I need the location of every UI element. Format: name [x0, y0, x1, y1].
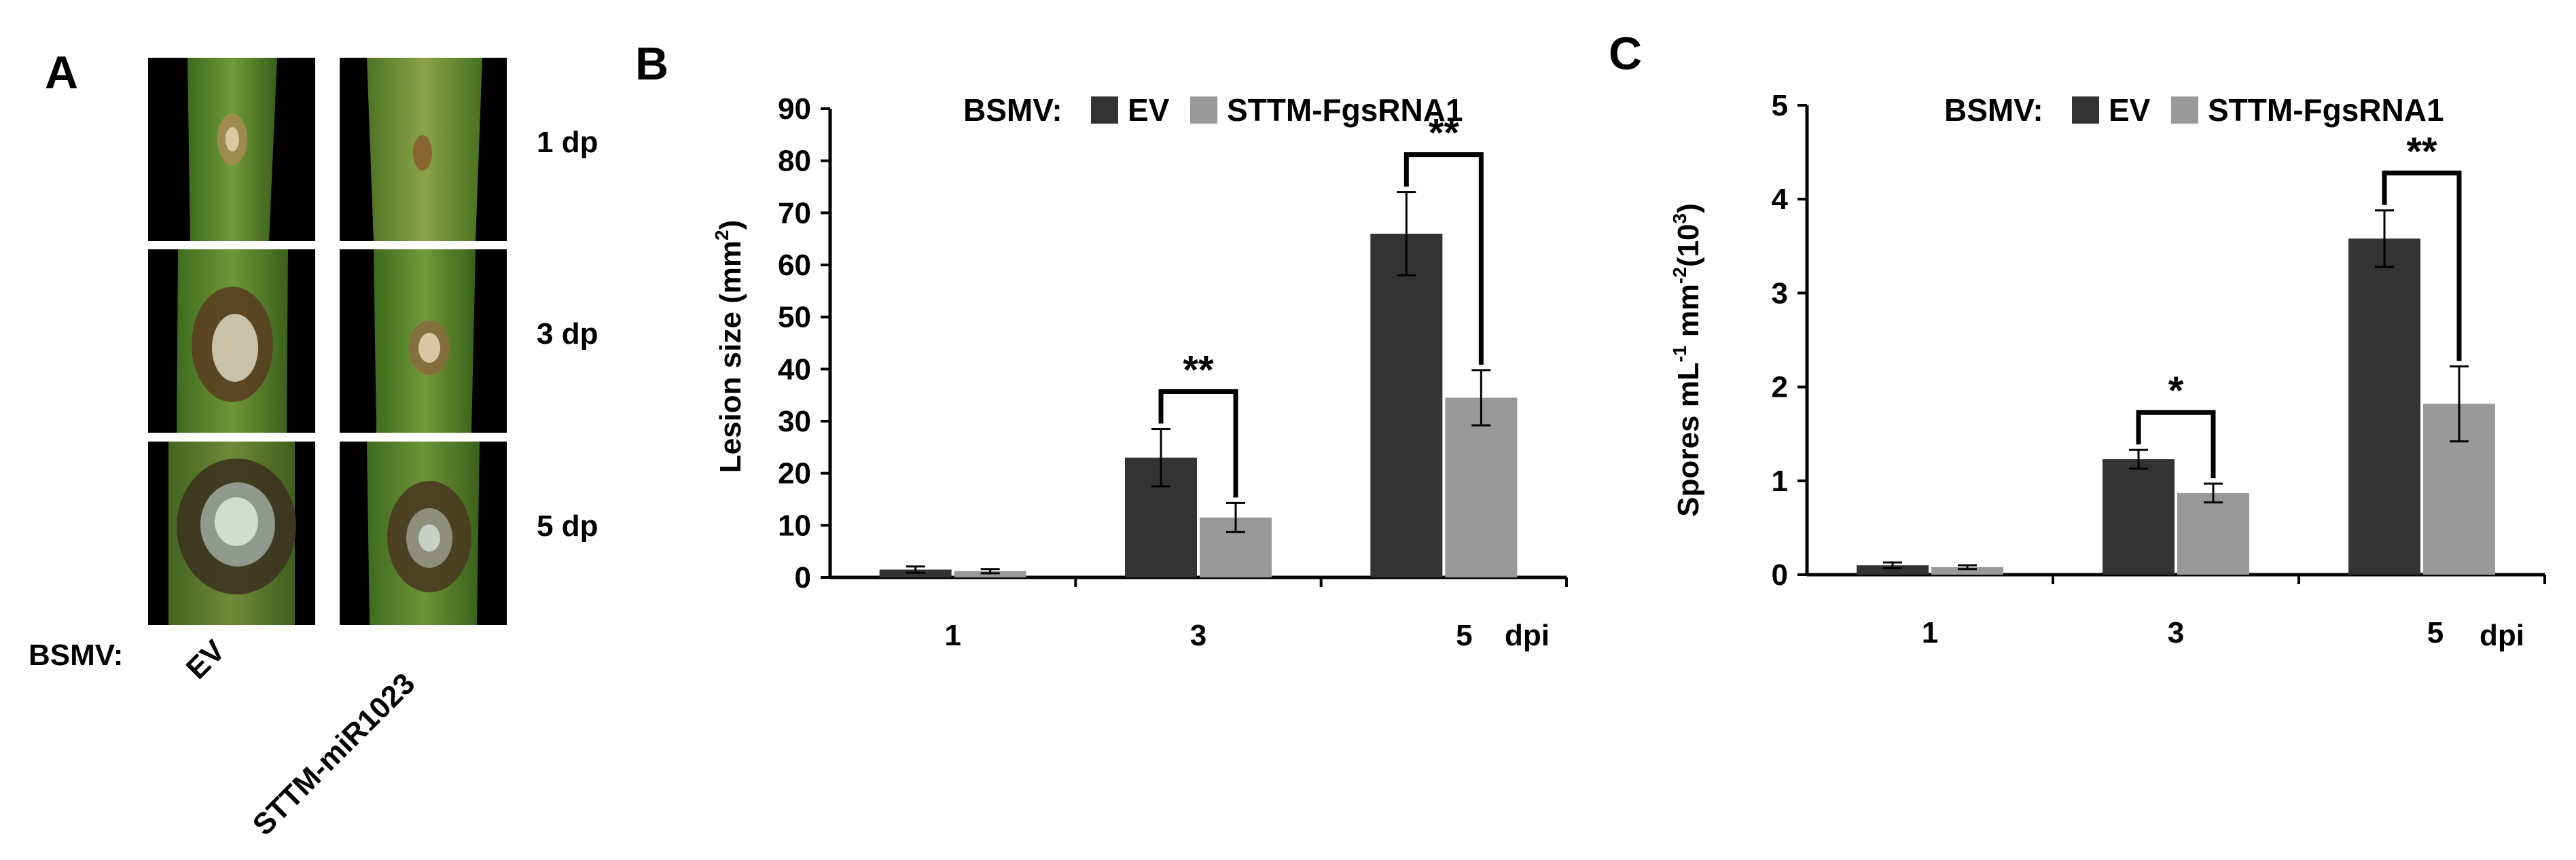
legend-swatch-ev — [2072, 96, 2099, 124]
y-tick-label: 60 — [778, 249, 811, 282]
y-tick-label: 4 — [1772, 183, 1789, 216]
bar-ev — [1857, 565, 1929, 575]
bar-sttm — [1445, 397, 1518, 577]
y-tick-label: 1 — [1772, 465, 1788, 498]
lesion-size-chart: BSMV: EV STTM-FgsRNA1 dpi Lesion size (m… — [711, 92, 1568, 652]
y-tick-label: 20 — [778, 457, 811, 490]
significance-label: ** — [1429, 111, 1460, 156]
y-tick-label: 70 — [778, 196, 811, 230]
leaf-photo-sttm-1dp — [340, 58, 507, 241]
y-tick-label: 80 — [778, 145, 811, 178]
y-tick-label: 0 — [1772, 558, 1788, 592]
y-tick-label: 5 — [1772, 89, 1788, 122]
significance-label: * — [2168, 369, 2184, 413]
bar-ev — [2103, 459, 2175, 575]
x-tick-label: 1 — [944, 619, 961, 652]
legend-label-ev: EV — [2109, 92, 2151, 128]
bar-sttm — [2177, 492, 2249, 575]
x-tick-label: 3 — [2168, 616, 2184, 649]
panel-c-letter: C — [1609, 28, 1643, 79]
x-unit-label: dpi — [2480, 619, 2524, 652]
y-tick-label: 2 — [1772, 371, 1788, 404]
leaf-photo-sttm-3dp — [340, 249, 507, 433]
x-tick-label: 3 — [1190, 619, 1206, 652]
significance-label: ** — [2406, 130, 2437, 174]
legend-label-ev: EV — [1128, 92, 1170, 128]
significance-bracket — [2382, 171, 2462, 361]
legend-swatch-ev — [1091, 96, 1118, 124]
y-tick-label: 50 — [778, 301, 811, 334]
panel-b-letter: B — [635, 38, 669, 90]
legend-label-sttm: STTM-FgsRNA1 — [1227, 92, 1463, 128]
bar-ev — [1370, 234, 1443, 577]
row-label-3dp: 3 dp — [537, 317, 598, 351]
y-axis-label: Lesion size (mm2) — [711, 220, 747, 473]
y-tick-label: 90 — [778, 92, 811, 126]
x-tick-label: 1 — [1922, 616, 1938, 649]
panel-a-letter: A — [45, 47, 79, 98]
bar-sttm — [954, 571, 1026, 577]
y-tick-label: 10 — [778, 509, 811, 542]
x-tick-label: 5 — [1456, 619, 1472, 652]
x-tick-label: 5 — [2427, 616, 2444, 649]
bar-sttm — [1931, 567, 2003, 575]
legend-title: BSMV: — [1944, 92, 2043, 128]
legend-title: BSMV: — [963, 92, 1062, 128]
legend-swatch-sttm — [1190, 96, 1217, 124]
significance-label: ** — [1183, 348, 1214, 393]
leaf-photo-ev-3dp — [148, 249, 315, 433]
row-label-1dp: 1 dp — [537, 126, 598, 159]
leaf-photo-sttm-5dp — [340, 442, 507, 625]
y-tick-label: 30 — [778, 405, 811, 438]
leaf-photo-ev-1dp — [148, 58, 315, 241]
significance-bracket — [2136, 410, 2216, 478]
bar-ev — [2348, 238, 2420, 575]
y-tick-label: 0 — [795, 561, 811, 594]
significance-bracket — [1158, 389, 1238, 498]
y-axis-label: Spores mL-1 mm-2(103) — [1669, 203, 1705, 517]
y-tick-label: 40 — [778, 353, 811, 386]
legend-label-sttm: STTM-FgsRNA1 — [2208, 92, 2444, 128]
y-tick-label: 3 — [1772, 276, 1788, 310]
legend-swatch-sttm — [2171, 96, 2198, 124]
leaf-photo-ev-5dp — [148, 442, 315, 625]
x-unit-label: dpi — [1505, 619, 1550, 652]
group-label: BSMV: — [29, 639, 124, 672]
significance-bracket — [1403, 152, 1484, 365]
row-label-5dp: 5 dp — [537, 509, 598, 543]
